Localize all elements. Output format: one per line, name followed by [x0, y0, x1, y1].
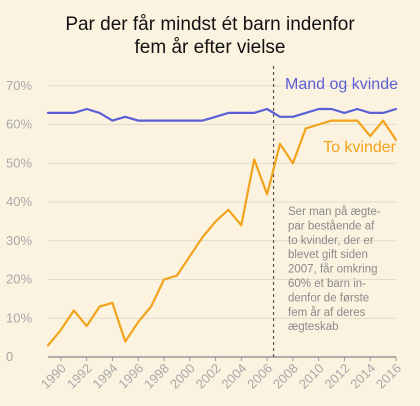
annotation-line: fem år af deres	[288, 307, 366, 319]
gridlines	[48, 85, 396, 358]
series-label-to-kvinder: To kvinder	[323, 139, 397, 156]
x-tick-label: 2010	[296, 361, 327, 392]
annotation-line: Ser man på ægte-	[288, 206, 381, 218]
series-label-mand-og-kvinde: Mand og kvinde	[285, 76, 398, 93]
series-labels: Mand og kvinde To kvinder	[285, 76, 398, 156]
y-tick-label: 70%	[6, 78, 32, 93]
series-lines	[46, 107, 398, 347]
x-tick-label: 1996	[115, 361, 146, 392]
chart-title-line: fem år efter vielse	[135, 37, 286, 58]
x-tick-label: 1998	[141, 361, 172, 392]
annotation-text: Ser man på ægte-par bestående af to kvind…	[288, 206, 381, 333]
y-tick-label: 10%	[6, 310, 32, 325]
y-axis-ticks: 0 10% 20% 30% 40% 50% 60% 70%	[6, 78, 32, 364]
x-tick-label: 1992	[64, 361, 95, 392]
x-tick-label: 2006	[244, 361, 275, 392]
annotation-line: to kvinder, der er	[288, 235, 374, 247]
x-tick-label: 1990	[38, 361, 69, 392]
y-tick-label: 0	[6, 349, 13, 364]
y-tick-label: 40%	[6, 194, 32, 209]
y-tick-label: 20%	[6, 272, 32, 287]
y-tick-label: 50%	[6, 155, 32, 170]
x-tick-label: 2000	[167, 361, 198, 392]
annotation-line: 2007, får omkring	[288, 264, 378, 276]
annotation-line: 60% et barn in-	[288, 278, 366, 290]
x-tick-label: 2016	[373, 361, 404, 392]
x-tick-label: 2004	[218, 361, 249, 392]
chart-title-line: Par der får mindst ét barn indenfor	[65, 14, 355, 35]
x-tick-label: 2002	[193, 361, 224, 392]
y-tick-label: 60%	[6, 117, 32, 132]
x-tick-label: 2012	[322, 361, 353, 392]
x-tick-label: 2008	[270, 361, 301, 392]
x-tick-label: 1994	[90, 361, 121, 392]
series-line-mand-og-kvinde	[46, 107, 398, 122]
x-axis-ticks: 1990199219941996199820002002200420062008…	[38, 357, 404, 392]
series-line-to-kvinder	[46, 119, 398, 347]
annotation-line: denfor de første	[288, 292, 369, 304]
y-tick-label: 30%	[6, 233, 32, 248]
annotation-line: par bestående af	[288, 220, 375, 232]
annotation-line: ægteskab	[288, 321, 339, 333]
x-tick-label: 2014	[347, 361, 378, 392]
annotation-line: blevet gift siden	[288, 249, 368, 261]
